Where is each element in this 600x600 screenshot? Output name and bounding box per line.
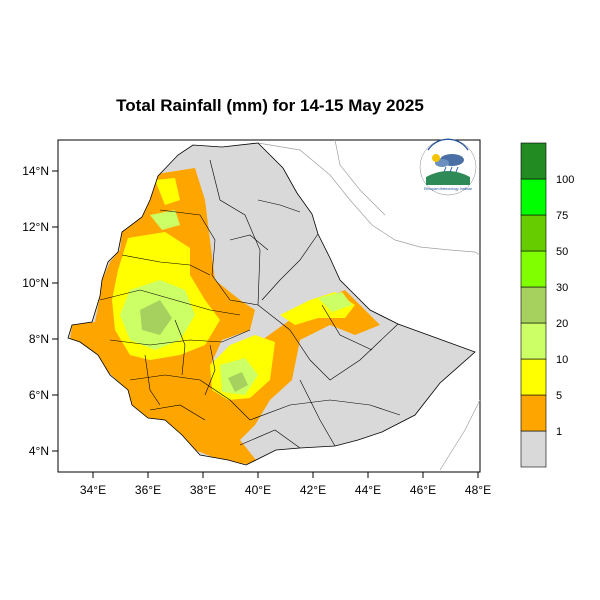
- colorbar-label-20: 20: [556, 318, 568, 330]
- colorbar-swatch-4: [520, 286, 547, 324]
- colorbar-label-5: 5: [556, 390, 562, 402]
- x-tick-42e: 42°E: [300, 483, 326, 497]
- rainfall-shading: [70, 168, 380, 465]
- axis-ticks: [52, 170, 479, 478]
- x-tick-48e: 48°E: [465, 483, 491, 497]
- y-tick-10n: 10°N: [22, 276, 49, 290]
- colorbar-label-50: 50: [556, 246, 568, 258]
- y-tick-14n: 14°N: [22, 164, 49, 178]
- x-tick-38e: 38°E: [190, 483, 216, 497]
- colorbar-swatch-8: [520, 142, 547, 180]
- colorbar-swatch-0: [520, 430, 547, 468]
- x-tick-44e: 44°E: [355, 483, 381, 497]
- colorbar-swatch-3: [520, 322, 547, 360]
- admin-boundaries: [99, 159, 401, 449]
- y-tick-8n: 8°N: [29, 332, 49, 346]
- y-axis-labels: 14°N 12°N 10°N 8°N 6°N 4°N: [22, 164, 49, 458]
- y-tick-6n: 6°N: [29, 388, 49, 402]
- colorbar-swatch-7: [520, 178, 547, 216]
- ethiopian-meteorology-institute-logo: Ethiopian Meteorology Institute: [419, 138, 477, 196]
- x-tick-34e: 34°E: [80, 483, 106, 497]
- x-axis-labels: 34°E 36°E 38°E 40°E 42°E 44°E 46°E 48°E: [80, 483, 491, 497]
- colorbar-swatch-6: [520, 214, 547, 252]
- colorbar-label-100: 100: [556, 174, 574, 186]
- x-tick-36e: 36°E: [135, 483, 161, 497]
- map-title: Total Rainfall (mm) for 14-15 May 2025: [116, 96, 424, 115]
- colorbar-label-1: 1: [556, 426, 562, 438]
- colorbar-label-10: 10: [556, 354, 568, 366]
- colorbar-swatch-2: [520, 358, 547, 396]
- rain-band-20-30mm: [140, 300, 248, 392]
- colorbar-label-75: 75: [556, 210, 568, 222]
- colorbar: 1 5 10 20 30 50 75 100: [520, 142, 574, 468]
- x-tick-46e: 46°E: [410, 483, 436, 497]
- colorbar-swatch-5: [520, 250, 547, 288]
- y-tick-4n: 4°N: [29, 444, 49, 458]
- y-tick-12n: 12°N: [22, 220, 49, 234]
- x-tick-40e: 40°E: [245, 483, 271, 497]
- logo-text: Ethiopian Meteorology Institute: [424, 187, 472, 191]
- colorbar-label-30: 30: [556, 282, 568, 294]
- colorbar-swatch-1: [520, 394, 547, 432]
- ethiopia-border: [67, 142, 476, 466]
